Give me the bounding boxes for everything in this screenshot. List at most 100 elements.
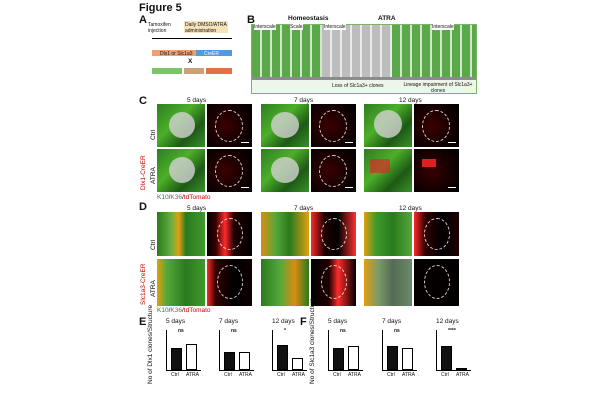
panel-label-e: E [139, 316, 147, 328]
chart-category-label: ATRA [292, 372, 305, 378]
homeostasis-label: Homeostasis [288, 15, 329, 22]
chart-bar [224, 352, 235, 370]
d-ctrl-7d-tomato [311, 212, 356, 256]
figure-title: Figure 5 [139, 2, 182, 14]
d-ctrl-12d-merge [364, 212, 412, 256]
d-atra-7d-tomato [311, 259, 356, 306]
chart-significance: ns [394, 328, 400, 334]
panel-a-schematic: Tamoxifen injection Daily DMSO/ATRA admi… [146, 20, 246, 90]
chart-bar [441, 346, 452, 370]
chart-f-5: 12 days Ctrl ATRA **** [430, 318, 474, 388]
d-row-atra: ATRA [150, 280, 157, 297]
c-atra-7d-merge [261, 149, 309, 192]
chart-bar [186, 344, 197, 370]
excision-mark: X [188, 58, 193, 65]
c-ctrl-12d-tomato [414, 104, 459, 147]
homeostasis-interscale-cells [252, 25, 322, 77]
chart-bar [277, 344, 288, 370]
panel-label-d: D [139, 201, 147, 213]
chart-category-label: Ctrl [441, 372, 449, 378]
chart-bar [239, 352, 250, 370]
d-ctrl-7d-merge [261, 212, 309, 256]
d-day-12: 12 days [399, 205, 422, 212]
chart-title: 7 days [382, 318, 402, 325]
c-day-12: 12 days [399, 97, 422, 104]
chart-ylabel-e: No of Dlx1 clones/Structure [147, 304, 154, 384]
basal-layer [252, 77, 476, 80]
c-channel-label: K10/K36/tdTomato [157, 194, 211, 201]
chart-significance: ns [231, 328, 237, 334]
chart-axis [272, 330, 307, 371]
chart-axis [219, 330, 254, 371]
d-channel-label: K10/K36/tdTomato [157, 307, 211, 314]
rosa-box [152, 68, 182, 74]
chart-title: 5 days [328, 318, 348, 325]
chart-significance: ns [178, 328, 184, 334]
c-side-label: Dlx1-CreER [140, 155, 147, 190]
chart-bar [402, 348, 413, 370]
chart-title: 12 days [436, 318, 459, 325]
loss-caption: Loss of Slc1a3+ clones [332, 83, 384, 89]
c-atra-5d-merge [157, 149, 205, 192]
chart-category-label: Ctrl [277, 372, 285, 378]
c-day-5: 5 days [187, 97, 207, 104]
tdtomato-box [206, 68, 232, 74]
c-row-atra: ATRA [150, 167, 157, 184]
interscale-label-3: Interscale [432, 24, 454, 30]
creer-label: CreER [204, 51, 220, 57]
interscale-label-2: Interscale [324, 24, 346, 30]
scale-cells [322, 25, 392, 77]
chart-category-label: Ctrl [387, 372, 395, 378]
chart-category-label: ATRA [186, 372, 199, 378]
d-ctrl-5d-merge [157, 212, 205, 256]
atra-timeline-box: Daily DMSO/ATRA administration [184, 21, 228, 34]
atra-cells [392, 25, 476, 77]
chart-category-label: ATRA [348, 372, 361, 378]
c-ctrl-12d-merge [364, 104, 412, 147]
chart-axis [166, 330, 201, 371]
panel-label-a: A [139, 14, 147, 26]
promoter-box [152, 50, 196, 56]
d-side-label: Slc1a3-CreER [140, 263, 147, 305]
chart-significance: ns [340, 328, 346, 334]
lineage-caption: Lineage impairment of Slc1a3+ clones [403, 82, 473, 94]
chart-category-label: Ctrl [224, 372, 232, 378]
chart-bar [333, 348, 344, 370]
c-atra-12d-merge [364, 149, 412, 192]
atra-admin-label: Daily DMSO/ATRA administration [185, 22, 227, 34]
chart-e-1: 7 days Ctrl ATRA ns [213, 318, 257, 388]
tamoxifen-label: Tamoxifen injection [148, 22, 171, 34]
stop-box [184, 68, 204, 74]
chart-title: 7 days [219, 318, 239, 325]
scale-label: Scale [290, 24, 303, 30]
c-ctrl-7d-tomato [311, 104, 356, 147]
chart-title: 5 days [166, 318, 186, 325]
chart-f-3: 5 days Ctrl ATRA ns [322, 318, 366, 388]
chart-ylabel-f: No of Slc1a3 clones/Structure [309, 298, 316, 384]
c-atra-7d-tomato [311, 149, 356, 192]
chart-bar [292, 358, 303, 370]
chart-f-4: 7 days Ctrl ATRA ns [376, 318, 420, 388]
chart-category-label: ATRA [239, 372, 252, 378]
panel-label-b: B [247, 14, 255, 26]
c-day-7: 7 days [294, 97, 314, 104]
chart-bar [348, 346, 359, 370]
chart-bar [456, 368, 467, 370]
d-atra-12d-tomato [414, 259, 459, 306]
chart-e-2: 12 days Ctrl ATRA * [266, 318, 310, 388]
d-atra-5d-merge [157, 259, 205, 306]
chart-category-label: ATRA [456, 372, 469, 378]
atra-label: ATRA [378, 15, 396, 22]
c-row-ctrl: Ctrl [150, 129, 157, 140]
panel-b-schematic: Interscale Scale Interscale Interscale L… [251, 24, 477, 94]
chart-axis [382, 330, 417, 371]
c-ctrl-5d-tomato [207, 104, 252, 147]
d-atra-5d-tomato [207, 259, 252, 306]
chart-category-label: Ctrl [333, 372, 341, 378]
chart-category-label: ATRA [402, 372, 415, 378]
d-row-ctrl: Ctrl [150, 239, 157, 250]
d-atra-7d-merge [261, 259, 309, 306]
interscale-label-1: Interscale [254, 24, 276, 30]
panel-label-c: C [139, 95, 147, 107]
d-day-5: 5 days [187, 205, 207, 212]
